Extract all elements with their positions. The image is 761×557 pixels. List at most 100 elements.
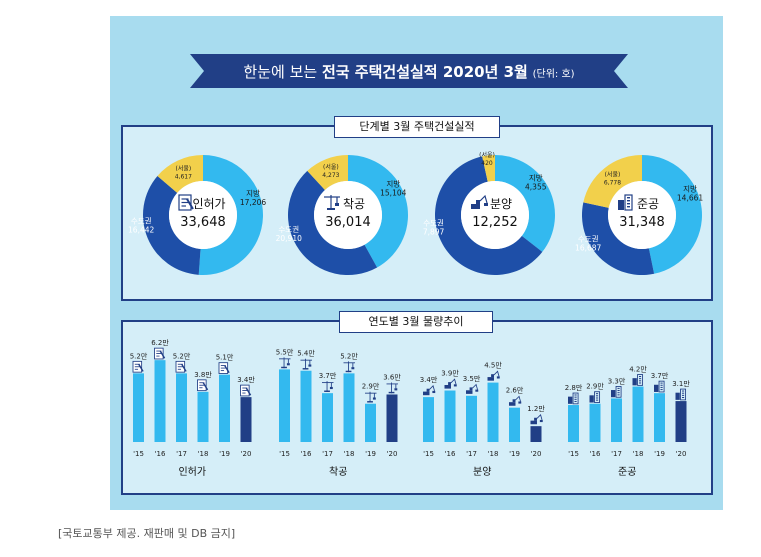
donut-name: 분양 bbox=[490, 197, 512, 211]
x-tick-label: '19 bbox=[654, 450, 665, 458]
x-tick-label: '19 bbox=[219, 450, 230, 458]
buildings-icon bbox=[611, 386, 622, 398]
x-tick-label: '20 bbox=[387, 450, 398, 458]
bar bbox=[568, 405, 579, 442]
bar-value-label: 5.4만 bbox=[297, 349, 315, 358]
bar bbox=[365, 403, 376, 442]
excavator-icon bbox=[487, 370, 500, 381]
donut-slice-local bbox=[348, 155, 408, 268]
x-tick-label: '19 bbox=[509, 450, 520, 458]
donut-total: 33,648 bbox=[180, 215, 226, 230]
donut-slice-seoul bbox=[482, 155, 495, 182]
x-tick-label: '20 bbox=[241, 450, 252, 458]
slice-value-metro: 7,897 bbox=[423, 227, 445, 236]
x-tick-label: '18 bbox=[344, 450, 355, 458]
x-tick-label: '18 bbox=[488, 450, 499, 458]
group-name-label: 준공 bbox=[618, 466, 636, 478]
donut-total: 12,252 bbox=[472, 215, 518, 230]
bar-value-label: 5.2만 bbox=[173, 351, 191, 360]
x-tick-label: '15 bbox=[423, 450, 434, 458]
slice-value-metro: 16,442 bbox=[128, 226, 154, 235]
group-name-label: 착공 bbox=[329, 466, 347, 478]
donut-slice-seoul bbox=[157, 155, 203, 193]
permit-document-icon bbox=[132, 360, 144, 373]
bar-value-label: 3.4만 bbox=[420, 375, 438, 384]
x-tick-label: '15 bbox=[279, 450, 290, 458]
bar-group-2: 5.5만 '15 5.4만 '16 3.7만 '17 5.2만 '18 2.9만 '19 3.6만 '… bbox=[276, 347, 402, 478]
group-name-label: 분양 bbox=[473, 466, 491, 478]
x-tick-label: '17 bbox=[611, 450, 622, 458]
donut-slice-local bbox=[642, 155, 703, 274]
bar-value-label: 1.2만 bbox=[527, 404, 545, 413]
permit-document-icon bbox=[178, 194, 194, 211]
donut-slice-metro bbox=[287, 170, 378, 276]
bar-value-label: 5.2만 bbox=[340, 351, 358, 360]
x-tick-label: '20 bbox=[676, 450, 687, 458]
donut-slice-metro bbox=[435, 156, 543, 275]
title-ribbon bbox=[190, 54, 628, 88]
bar-value-label: 3.4만 bbox=[237, 375, 255, 384]
slice-label-seoul: (서울) bbox=[175, 164, 191, 172]
bar bbox=[154, 360, 166, 442]
slice-value-local: 17,206 bbox=[240, 198, 266, 207]
group-name-label: 인허가 bbox=[178, 466, 206, 478]
bar-value-label: 2.8만 bbox=[565, 383, 583, 392]
excavator-icon bbox=[509, 395, 522, 406]
bar bbox=[343, 373, 355, 442]
bar-group-3: 3.4만 '15 3.9만 '16 3.5만 '17 4.5만 '18 2.6만 '19 1.2만 '… bbox=[420, 361, 546, 478]
bar bbox=[133, 373, 144, 442]
excavator-icon bbox=[444, 378, 457, 389]
bar-value-label: 2.9만 bbox=[586, 382, 604, 391]
excavator-icon bbox=[471, 194, 488, 209]
donut-total: 36,014 bbox=[325, 215, 371, 230]
excavator-icon bbox=[530, 414, 543, 425]
slice-label-seoul: (서울) bbox=[605, 170, 621, 178]
donut-slice-metro bbox=[581, 202, 655, 275]
bar-value-label: 5.1만 bbox=[216, 353, 234, 362]
bar bbox=[386, 394, 398, 442]
slice-value-local: 15,104 bbox=[380, 189, 406, 198]
bar-value-label: 5.2만 bbox=[130, 351, 148, 360]
crane-icon bbox=[300, 358, 313, 370]
permit-document-icon bbox=[154, 347, 166, 360]
donut-slice-metro bbox=[143, 175, 201, 275]
bar-value-label: 5.5만 bbox=[276, 347, 294, 356]
bar bbox=[240, 397, 252, 442]
crane-icon bbox=[386, 382, 399, 394]
slice-value-local: 14,661 bbox=[677, 194, 703, 203]
x-tick-label: '17 bbox=[176, 450, 187, 458]
bar bbox=[279, 369, 290, 442]
bar bbox=[197, 391, 209, 442]
bar bbox=[530, 426, 542, 442]
slice-label-local: 지방 bbox=[529, 173, 543, 183]
bar-group-4: 2.8만 '15 2.9만 '16 3.3만 '17 4.2만 '18 3.7만 '19 3.1만 '… bbox=[565, 365, 691, 478]
excavator-icon bbox=[423, 385, 436, 396]
permit-document-icon bbox=[175, 360, 187, 373]
trend-section-label: 연도별 3월 물량추이 bbox=[339, 311, 493, 333]
bar bbox=[611, 398, 622, 442]
image-caption: [국토교통부 제공. 재판매 및 DB 금지] bbox=[58, 527, 236, 540]
x-tick-label: '17 bbox=[466, 450, 477, 458]
x-tick-label: '19 bbox=[365, 450, 376, 458]
bar-value-label: 4.2만 bbox=[629, 365, 647, 374]
bar bbox=[487, 382, 499, 442]
slice-label-local: 지방 bbox=[386, 179, 400, 189]
bar bbox=[219, 374, 230, 442]
stage-panel: 단계별 3월 주택건설실적 인허가 33,648 수도권 16,442 지방 17,206… bbox=[121, 116, 713, 301]
bar-value-label: 3.1만 bbox=[672, 379, 690, 388]
bar-value-label: 3.3만 bbox=[608, 376, 626, 385]
x-tick-label: '15 bbox=[133, 450, 144, 458]
bar-group-1: 5.2만 '15 6.2만 '16 5.2만 '17 3.8만 '18 5.1만 '19 3.4만 '… bbox=[130, 338, 256, 478]
title-prefix: 한눈에 보는 bbox=[243, 63, 322, 81]
x-tick-label: '16 bbox=[590, 450, 601, 458]
buildings-icon bbox=[632, 374, 644, 386]
title-unit: (단위: 호) bbox=[532, 69, 575, 80]
buildings-icon bbox=[654, 380, 665, 393]
slice-label-metro: 수도권 bbox=[278, 225, 299, 234]
infographic: 한눈에 보는 전국 주택건설실적 2020년 3월 (단위: 호) 단계별 3월… bbox=[110, 16, 723, 510]
x-tick-label: '16 bbox=[445, 450, 456, 458]
permit-document-icon bbox=[218, 362, 230, 374]
bar bbox=[632, 386, 644, 442]
bar bbox=[466, 395, 477, 442]
